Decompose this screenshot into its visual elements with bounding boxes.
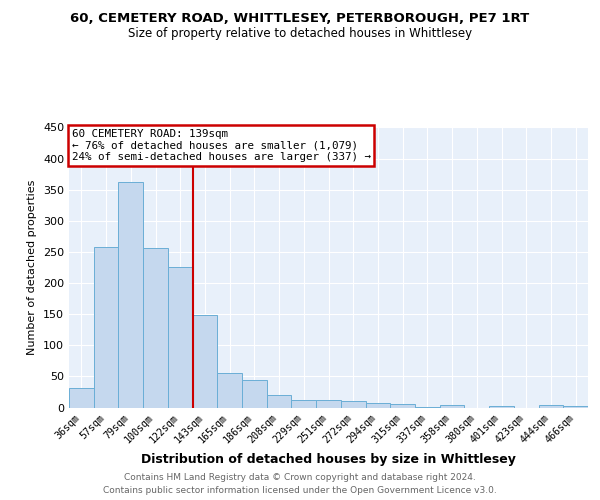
Bar — [242, 380, 267, 407]
Bar — [563, 406, 588, 407]
Y-axis label: Number of detached properties: Number of detached properties — [28, 180, 37, 355]
Bar — [341, 402, 365, 407]
Bar — [316, 400, 341, 407]
Bar — [267, 395, 292, 407]
Bar — [415, 407, 440, 408]
Bar — [143, 248, 168, 408]
Bar — [390, 404, 415, 407]
Bar — [440, 405, 464, 407]
Bar — [69, 388, 94, 407]
Text: Contains HM Land Registry data © Crown copyright and database right 2024.: Contains HM Land Registry data © Crown c… — [124, 472, 476, 482]
Bar — [217, 374, 242, 408]
Text: Contains public sector information licensed under the Open Government Licence v3: Contains public sector information licen… — [103, 486, 497, 495]
Text: 60, CEMETERY ROAD, WHITTLESEY, PETERBOROUGH, PE7 1RT: 60, CEMETERY ROAD, WHITTLESEY, PETERBORO… — [70, 12, 530, 26]
Bar — [365, 403, 390, 407]
Bar — [292, 400, 316, 407]
Bar — [94, 247, 118, 408]
Bar — [193, 316, 217, 408]
Bar — [539, 405, 563, 407]
Text: Size of property relative to detached houses in Whittlesey: Size of property relative to detached ho… — [128, 28, 472, 40]
Text: 60 CEMETERY ROAD: 139sqm
← 76% of detached houses are smaller (1,079)
24% of sem: 60 CEMETERY ROAD: 139sqm ← 76% of detach… — [71, 129, 371, 162]
Bar — [489, 406, 514, 407]
Bar — [168, 267, 193, 408]
Bar — [118, 182, 143, 408]
X-axis label: Distribution of detached houses by size in Whittlesey: Distribution of detached houses by size … — [141, 453, 516, 466]
